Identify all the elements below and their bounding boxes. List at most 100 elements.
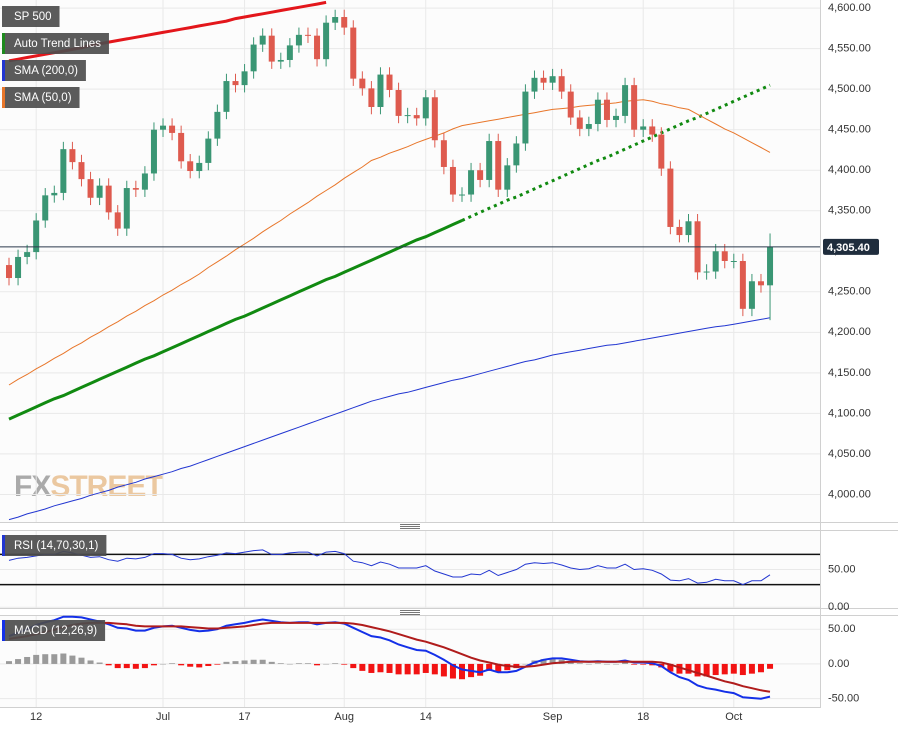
histogram-bar bbox=[205, 663, 212, 667]
histogram-bar bbox=[60, 653, 67, 664]
histogram-bar bbox=[24, 656, 31, 664]
histogram-bar bbox=[187, 663, 194, 667]
candle-body bbox=[622, 85, 629, 116]
y-tick-label: -50.00 bbox=[828, 693, 859, 705]
candle-body bbox=[576, 117, 583, 129]
candle-body bbox=[676, 226, 683, 236]
histogram-bar bbox=[87, 660, 94, 664]
legend-entry: MACD (12,26,9) bbox=[2, 620, 106, 641]
candle-body bbox=[187, 161, 194, 172]
x-tick-label: 14 bbox=[420, 711, 432, 723]
candle-body bbox=[250, 44, 257, 72]
histogram-bar bbox=[132, 663, 139, 669]
candle-body bbox=[150, 129, 157, 174]
y-tick-label: 4,100.00 bbox=[828, 407, 871, 419]
legend-box bbox=[2, 620, 106, 641]
candle-body bbox=[205, 138, 212, 163]
legend-swatch bbox=[2, 87, 5, 108]
histogram-bar bbox=[748, 663, 755, 674]
y-tick-label: 4,400.00 bbox=[828, 164, 871, 176]
candle-body bbox=[739, 261, 746, 309]
candle-body bbox=[730, 261, 737, 262]
y-tick-label: 50.00 bbox=[828, 563, 856, 575]
histogram-bar bbox=[640, 663, 647, 665]
legend-box bbox=[2, 6, 60, 27]
candle-body bbox=[268, 35, 275, 62]
candle-body bbox=[350, 27, 357, 79]
candle-body bbox=[232, 81, 239, 86]
candle-body bbox=[658, 134, 665, 169]
x-tick-label: Sep bbox=[543, 711, 563, 723]
y-tick-label: 4,450.00 bbox=[828, 124, 871, 136]
histogram-bar bbox=[332, 663, 339, 664]
legend-label: MACD (12,26,9) bbox=[14, 625, 97, 637]
histogram-bar bbox=[6, 661, 12, 664]
y-tick-label: 50.00 bbox=[828, 623, 856, 635]
x-tick-label: 17 bbox=[238, 711, 250, 723]
histogram-bar bbox=[178, 663, 185, 666]
candle-body bbox=[413, 115, 420, 119]
y-tick-label: 0.00 bbox=[828, 601, 849, 613]
legend-box bbox=[2, 87, 80, 108]
pane-layer bbox=[0, 531, 820, 608]
resize-handle[interactable] bbox=[400, 610, 420, 615]
candle-body bbox=[748, 281, 755, 309]
y-tick-label: 4,000.00 bbox=[828, 488, 871, 500]
legend-label: SMA (50,0) bbox=[14, 92, 72, 104]
candle-body bbox=[132, 188, 139, 190]
legend-label: Auto Trend Lines bbox=[14, 38, 101, 50]
legend-box bbox=[2, 60, 86, 81]
histogram-bar bbox=[42, 654, 49, 664]
candle-body bbox=[531, 77, 538, 92]
histogram-bar bbox=[594, 663, 601, 664]
histogram-bar bbox=[459, 663, 465, 680]
histogram-bar bbox=[739, 663, 746, 676]
candle-body bbox=[42, 195, 49, 221]
candle-body bbox=[649, 126, 656, 135]
candle-body bbox=[15, 256, 22, 279]
candle-body bbox=[241, 71, 248, 86]
candle-body bbox=[685, 221, 692, 236]
histogram-bar bbox=[350, 663, 357, 669]
histogram-bar bbox=[250, 659, 257, 664]
candle-body bbox=[495, 141, 502, 190]
legend-entry: RSI (14,70,30,1) bbox=[2, 535, 107, 556]
legend-entry: SMA (200,0) bbox=[2, 60, 86, 81]
resize-handle[interactable] bbox=[400, 524, 420, 529]
histogram-bar bbox=[757, 663, 764, 673]
histogram-bar bbox=[277, 663, 284, 664]
candle-body bbox=[87, 179, 94, 198]
candle-body bbox=[169, 125, 176, 133]
candle-body bbox=[323, 22, 330, 60]
candle-body bbox=[341, 17, 348, 28]
histogram-bar bbox=[694, 663, 701, 677]
candle-body bbox=[395, 89, 402, 116]
candle-body bbox=[631, 85, 638, 130]
watermark-fx: FX bbox=[14, 470, 51, 503]
candle-body bbox=[513, 143, 520, 166]
histogram-bar bbox=[721, 663, 728, 675]
candle-body bbox=[721, 251, 728, 261]
histogram-bar bbox=[196, 663, 203, 668]
legend-entry: SMA (50,0) bbox=[2, 87, 80, 108]
histogram-bar bbox=[259, 659, 266, 664]
legend-box bbox=[2, 535, 107, 556]
y-tick-label: 4,600.00 bbox=[828, 2, 871, 14]
x-tick-label: 18 bbox=[637, 711, 649, 723]
candle-body bbox=[160, 125, 167, 130]
candle-body bbox=[368, 88, 375, 107]
candle-body bbox=[703, 271, 710, 273]
candle-body bbox=[295, 34, 302, 46]
histogram-bar bbox=[286, 663, 293, 665]
histogram-bar bbox=[323, 663, 330, 665]
candle-body bbox=[332, 17, 339, 23]
candle-body bbox=[422, 97, 429, 119]
histogram-bar bbox=[359, 663, 366, 671]
histogram-bar bbox=[123, 663, 130, 669]
main-pane bbox=[0, 0, 820, 522]
line-series bbox=[461, 83, 771, 222]
line-series bbox=[8, 549, 771, 586]
histogram-bar bbox=[730, 663, 737, 674]
histogram-bar bbox=[712, 663, 719, 676]
histogram-bar bbox=[314, 663, 321, 666]
